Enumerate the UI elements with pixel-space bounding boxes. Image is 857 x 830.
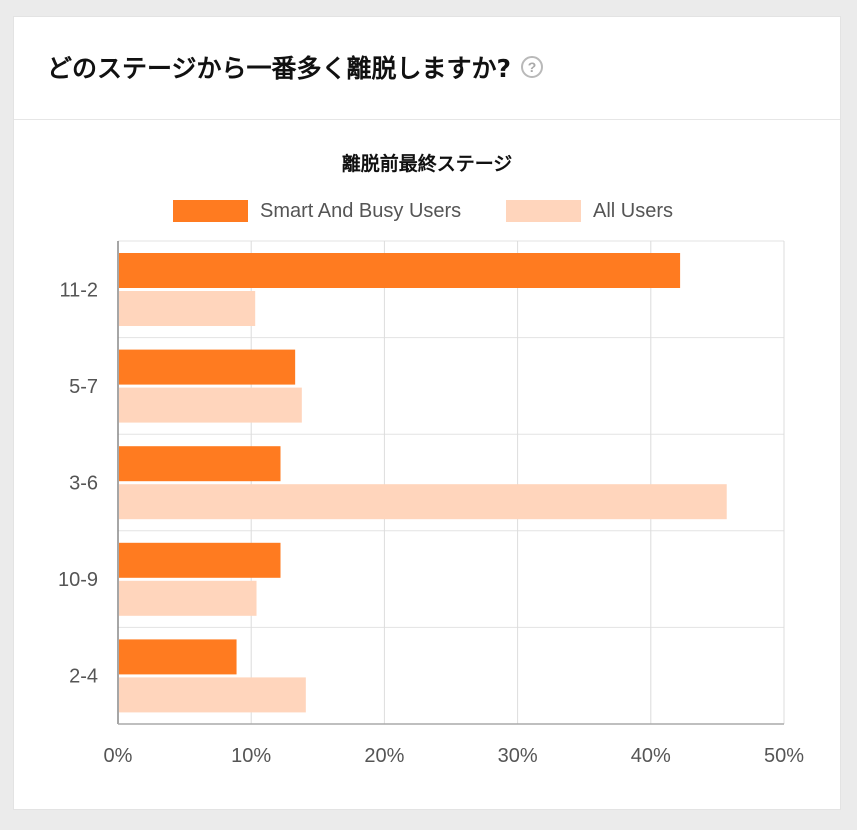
x-tick-label: 40% xyxy=(631,745,671,767)
legend-label-all-users[interactable]: All Users xyxy=(593,200,673,222)
x-tick-label: 0% xyxy=(104,745,133,767)
legend-swatch-smart-and-busy xyxy=(173,200,248,222)
bar-all-users-11-2[interactable] xyxy=(119,291,256,326)
legend-label-smart-and-busy[interactable]: Smart And Busy Users xyxy=(260,200,461,222)
y-tick-label: 5-7 xyxy=(69,376,98,398)
bar-smart-and-busy-10-9[interactable] xyxy=(119,542,281,578)
chart-legend: Smart And Busy Users All Users xyxy=(173,200,673,222)
y-tick-label: 2-4 xyxy=(69,666,98,688)
chart-bars xyxy=(119,253,727,713)
x-tick-label: 50% xyxy=(764,745,804,767)
x-tick-label: 10% xyxy=(231,745,271,767)
y-tick-label: 3-6 xyxy=(69,473,98,495)
bar-all-users-5-7[interactable] xyxy=(119,387,302,423)
bar-all-users-3-6[interactable] xyxy=(119,484,727,520)
chart-grid xyxy=(117,240,785,725)
y-tick-label: 11-2 xyxy=(59,279,98,301)
legend-swatch-all-users xyxy=(506,200,581,222)
y-tick-label: 10-9 xyxy=(58,569,98,591)
x-tick-label: 30% xyxy=(498,745,538,767)
bar-smart-and-busy-5-7[interactable] xyxy=(119,349,296,385)
bar-smart-and-busy-11-2[interactable] xyxy=(119,253,681,288)
bar-smart-and-busy-2-4[interactable] xyxy=(119,639,237,675)
bar-all-users-2-4[interactable] xyxy=(119,677,306,713)
x-tick-label: 20% xyxy=(364,745,404,767)
card-title: どのステージから一番多く離脱しますか? ? xyxy=(47,49,544,85)
card-header: どのステージから一番多く離脱しますか? ? xyxy=(14,17,840,120)
y-axis-labels: 11-2 5-7 3-6 10-9 2-4 xyxy=(58,279,98,687)
page-title: どのステージから一番多く離脱しますか? xyxy=(47,54,512,83)
question-circle-icon[interactable]: ? xyxy=(521,56,544,78)
chart-title: 離脱前最終ステージ xyxy=(342,152,513,175)
bar-all-users-10-9[interactable] xyxy=(119,580,257,616)
x-axis-labels: 0% 10% 20% 30% 40% 50% xyxy=(104,745,805,767)
bar-smart-and-busy-3-6[interactable] xyxy=(119,446,281,482)
